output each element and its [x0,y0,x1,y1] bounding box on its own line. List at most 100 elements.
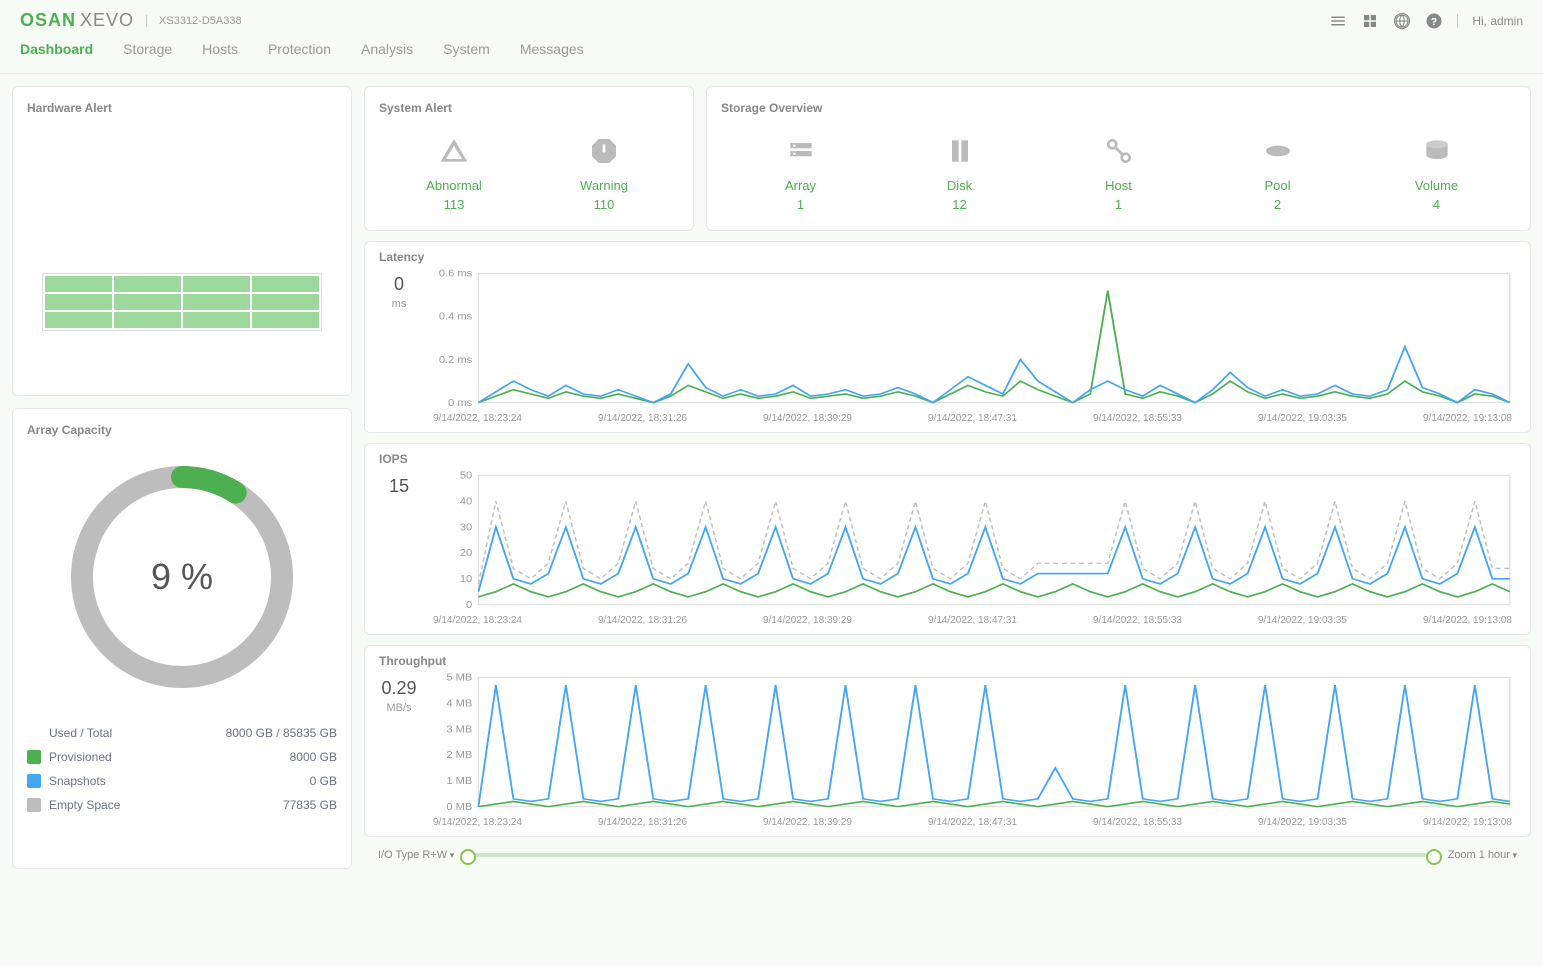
hw-slot[interactable] [45,276,112,292]
hw-slot[interactable] [114,276,181,292]
stat-value: 12 [880,197,1039,212]
svg-text:0: 0 [466,600,472,610]
x-label: 9/14/2022, 18:31:26 [598,413,687,424]
used-total-row: Used / Total 8000 GB / 85835 GB [27,721,337,745]
latency-title: Latency [379,250,1516,264]
svg-text:0 MB: 0 MB [446,802,472,812]
nav-analysis[interactable]: Analysis [361,41,413,61]
hw-slot[interactable] [183,294,250,310]
grid-icon[interactable] [1361,12,1379,30]
x-label: 9/14/2022, 18:31:26 [598,817,687,828]
overview-disk[interactable]: Disk 12 [880,135,1039,212]
svg-text:0 ms: 0 ms [448,398,472,408]
latency-current: 0 [379,274,419,295]
warning-triangle-icon [438,135,470,167]
model-label: XS3312-D5A338 [146,15,242,27]
system-alert-title: System Alert [379,101,679,115]
stat-value: 1 [1039,197,1198,212]
x-label: 9/14/2022, 19:13:08 [1423,817,1512,828]
iops-card: IOPS 15 010203040509/14/2022, 18:23:249/… [364,443,1531,635]
latency-card: Latency 0 ms 0 ms0.2 ms0.4 ms0.6 ms9/14/… [364,241,1531,433]
hardware-alert-card: Hardware Alert [12,86,352,396]
hardware-grid [27,273,337,331]
x-label: 9/14/2022, 18:23:24 [433,413,522,424]
hw-slot[interactable] [252,276,319,292]
x-label: 9/14/2022, 18:31:26 [598,615,687,626]
svg-text:1 MB: 1 MB [446,777,472,787]
io-type-dropdown[interactable]: I/O Type R+W [378,849,454,861]
x-label: 9/14/2022, 18:55:33 [1093,413,1182,424]
x-label: 9/14/2022, 18:47:31 [928,817,1017,828]
overview-array[interactable]: Array1 [721,135,880,212]
throughput-title: Throughput [379,654,1516,668]
hw-slot[interactable] [114,312,181,328]
hw-slot[interactable] [114,294,181,310]
x-label: 9/14/2022, 19:13:08 [1423,413,1512,424]
nav-hosts[interactable]: Hosts [202,41,238,61]
nav-messages[interactable]: Messages [520,41,584,61]
svg-text:0.2 ms: 0.2 ms [439,355,472,365]
x-label: 9/14/2022, 19:03:35 [1258,413,1347,424]
stat-value: 110 [529,197,679,212]
iops-chart: 01020304050 [429,470,1516,610]
svg-text:4 MB: 4 MB [446,699,472,709]
capacity-percent: 9 % [151,556,213,598]
svg-text:?: ? [1431,15,1437,27]
help-icon[interactable]: ? [1425,12,1443,30]
nav-storage[interactable]: Storage [123,41,172,61]
alert-warning[interactable]: Warning 110 [529,135,679,212]
brand-logo: OSAN [20,10,76,31]
stat-label: Disk [880,178,1039,193]
overview-host[interactable]: Host 1 [1039,135,1198,212]
system-alert-card: System Alert Abnormal113Warning 110 [364,86,694,231]
throughput-card: Throughput 0.29 MB/s 0 MB1 MB2 MB3 MB4 M… [364,645,1531,837]
overview-volume[interactable]: Volume4 [1357,135,1516,212]
latency-chart: 0 ms0.2 ms0.4 ms0.6 ms [429,268,1516,408]
nav-system[interactable]: System [443,41,490,61]
stat-value: 2 [1198,197,1357,212]
stat-value: 1 [721,197,880,212]
x-label: 9/14/2022, 18:55:33 [1093,615,1182,626]
hw-slot[interactable] [183,276,250,292]
array-icon [785,135,817,167]
stat-label: Warning [529,178,679,193]
zoom-dropdown[interactable]: Zoom 1 hour [1448,849,1517,861]
hw-slot[interactable] [252,294,319,310]
pool-icon [1262,135,1294,167]
footer-bar: I/O Type R+W Zoom 1 hour [364,847,1531,869]
x-label: 9/14/2022, 19:03:35 [1258,615,1347,626]
svg-text:3 MB: 3 MB [446,725,472,735]
svg-text:50: 50 [460,471,473,481]
x-label: 9/14/2022, 18:23:24 [433,615,522,626]
overview-pool[interactable]: Pool2 [1198,135,1357,212]
warning-octagon-icon [588,135,620,167]
legend-empty-space: Empty Space77835 GB [27,793,337,817]
stat-label: Volume [1357,178,1516,193]
host-icon [1103,135,1135,167]
time-slider[interactable] [466,853,1435,857]
brand-sub: XEVO [80,10,134,31]
greeting: Hi, admin [1457,14,1523,28]
settings-icon[interactable] [1329,12,1347,30]
hw-slot[interactable] [45,294,112,310]
x-label: 9/14/2022, 18:55:33 [1093,817,1182,828]
svg-text:20: 20 [460,549,473,559]
globe-icon[interactable] [1393,12,1411,30]
svg-text:0.6 ms: 0.6 ms [439,269,472,279]
throughput-current: 0.29 [379,678,419,699]
stat-label: Host [1039,178,1198,193]
iops-current: 15 [379,476,419,497]
nav-dashboard[interactable]: Dashboard [20,41,93,61]
nav-protection[interactable]: Protection [268,41,331,61]
svg-text:5 MB: 5 MB [446,673,472,683]
hw-slot[interactable] [252,312,319,328]
stat-value: 113 [379,197,529,212]
x-label: 9/14/2022, 18:39:29 [763,615,852,626]
x-label: 9/14/2022, 18:39:29 [763,817,852,828]
alert-abnormal[interactable]: Abnormal113 [379,135,529,212]
storage-overview-card: Storage Overview Array1Disk12Host1Pool2V… [706,86,1531,231]
svg-text:10: 10 [460,575,473,585]
hw-slot[interactable] [183,312,250,328]
hw-slot[interactable] [45,312,112,328]
navbar: Dashboard Storage Hosts Protection Analysis S… [0,41,1543,74]
